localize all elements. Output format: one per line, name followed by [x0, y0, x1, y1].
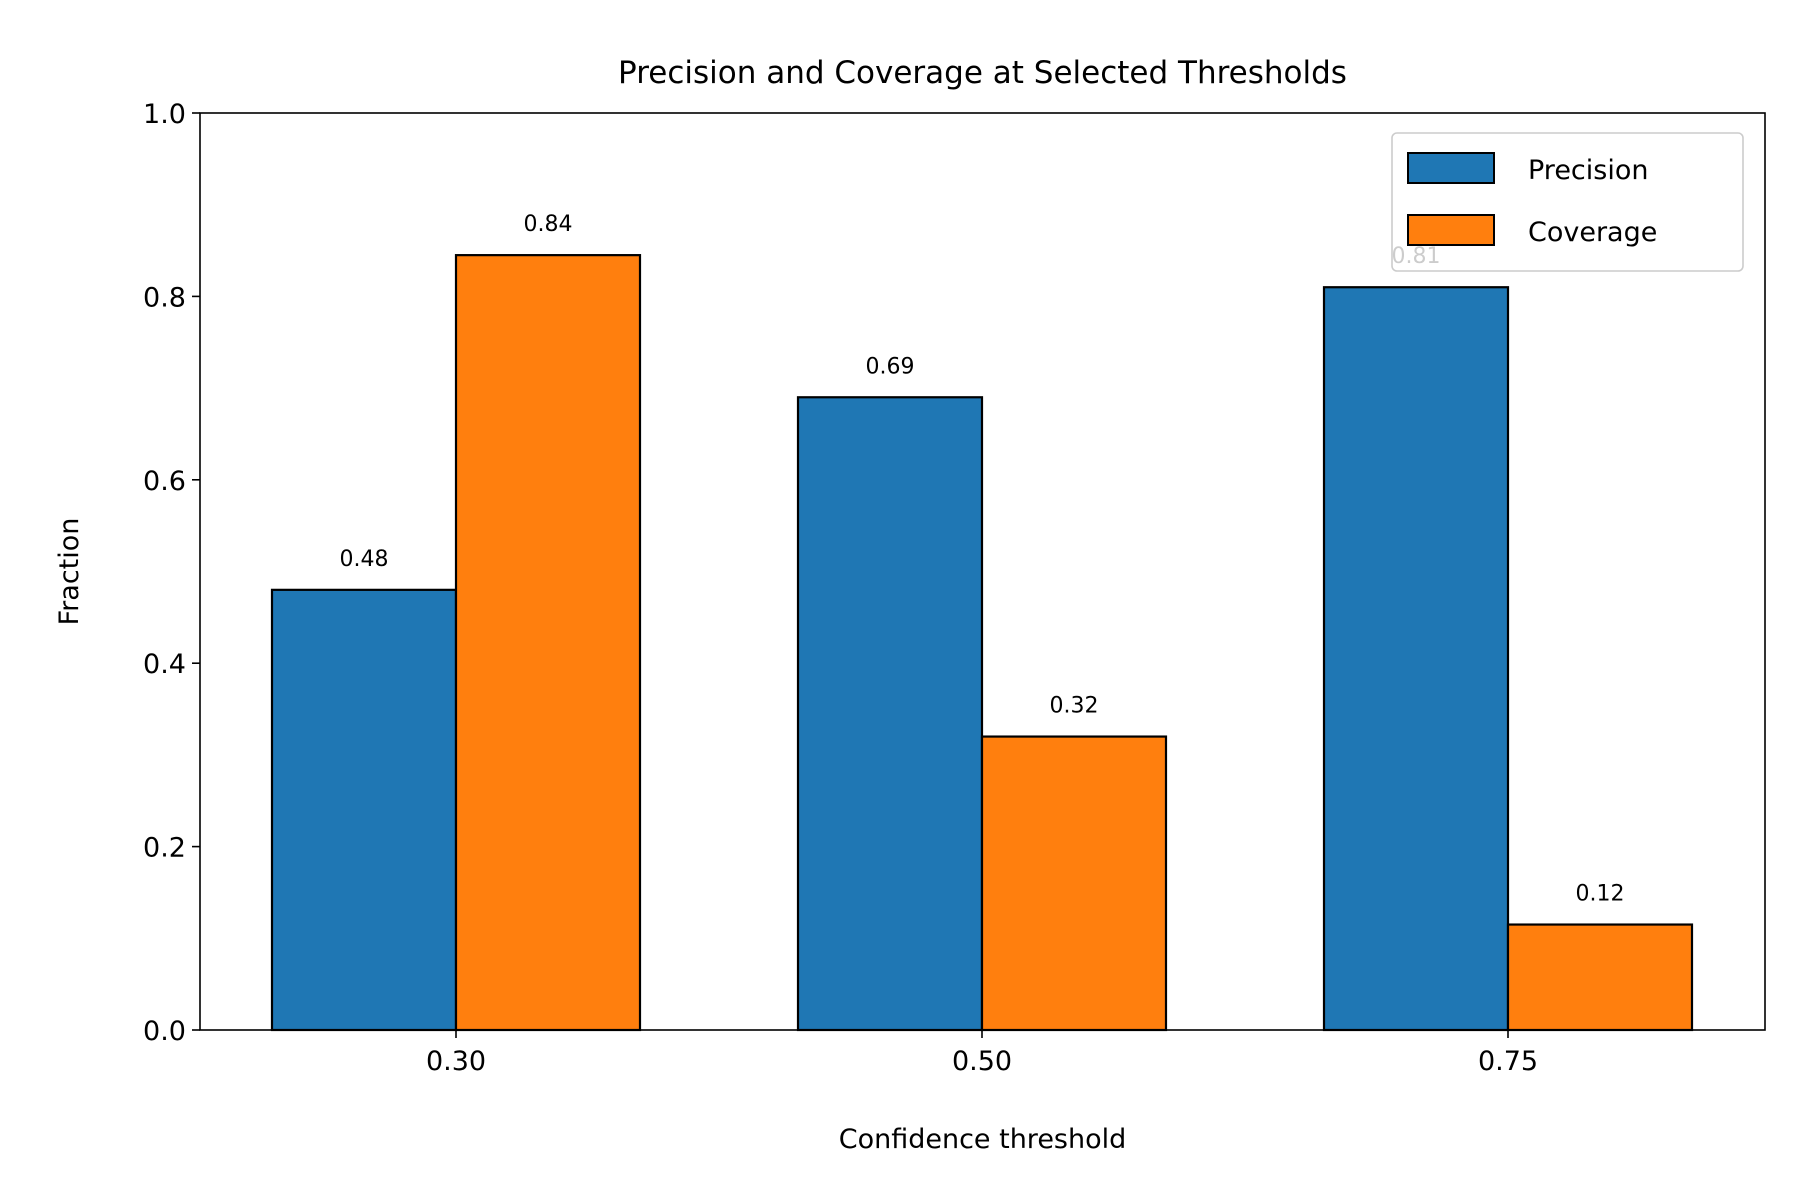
data-label: 0.48 — [340, 547, 389, 572]
y-tick-label: 1.0 — [143, 99, 186, 130]
x-axis: 0.30 0.50 0.75 — [426, 1030, 1538, 1077]
bar-coverage-0.50 — [980, 735, 1168, 1032]
chart-title: Precision and Coverage at Selected Thres… — [618, 55, 1347, 91]
bar-coverage-0.30 — [454, 254, 642, 1032]
y-tick-label: 0.4 — [143, 649, 186, 680]
legend-label-precision: Precision — [1528, 155, 1648, 186]
bar-precision-0.50 — [796, 396, 984, 1032]
legend-swatch-precision — [1407, 152, 1495, 184]
bar-coverage-0.75 — [1506, 923, 1694, 1032]
y-axis: 0.0 0.2 0.4 0.6 0.8 1.0 — [143, 99, 200, 1047]
y-tick-label: 0.6 — [143, 466, 186, 497]
data-label: 0.12 — [1576, 882, 1625, 907]
y-tick-label: 0.8 — [143, 282, 186, 313]
bar-precision-0.30 — [270, 588, 458, 1032]
x-tick-label: 0.30 — [426, 1046, 486, 1077]
x-axis-label: Confidence threshold — [839, 1124, 1127, 1155]
legend-swatch-coverage — [1407, 214, 1495, 246]
bars-layer — [270, 254, 1694, 1032]
x-tick-label: 0.75 — [1478, 1046, 1538, 1077]
legend-label-coverage: Coverage — [1528, 217, 1657, 248]
x-tick-label: 0.50 — [952, 1046, 1012, 1077]
y-axis-label: Fraction — [54, 518, 85, 626]
data-label: 0.32 — [1050, 694, 1099, 719]
data-label: 0.69 — [866, 354, 915, 379]
bar-precision-0.75 — [1322, 286, 1510, 1032]
legend: Precision Coverage — [1391, 132, 1744, 272]
y-tick-label: 0.2 — [143, 833, 186, 864]
y-tick-label: 0.0 — [143, 1016, 186, 1047]
data-label: 0.84 — [524, 212, 573, 237]
